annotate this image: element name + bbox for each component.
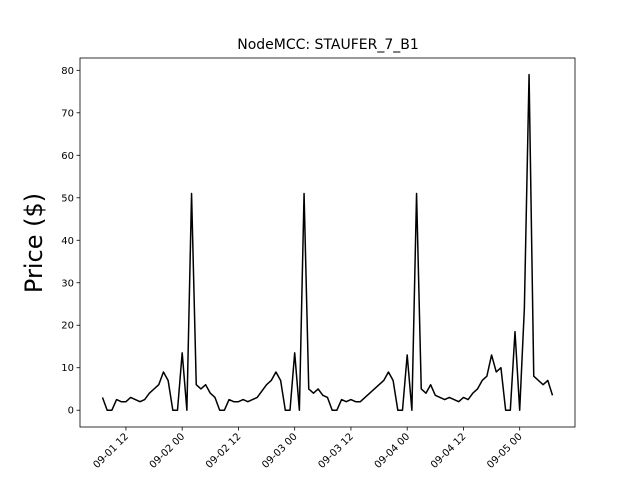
y-tick-label: 10 [61, 363, 74, 374]
y-tick-label: 70 [61, 108, 74, 119]
y-tick-label: 50 [61, 193, 74, 204]
chart-title: NodeMCC: STAUFER_7_B1 [237, 37, 419, 53]
y-tick-label: 30 [61, 278, 74, 289]
y-tick-label: 0 [68, 406, 74, 417]
y-axis-label: Price ($) [20, 193, 48, 293]
x-tick-label: 09-02 12 [204, 431, 244, 471]
y-tick-label: 80 [61, 66, 74, 77]
y-tick-label: 60 [61, 151, 74, 162]
x-tick-label: 09-04 12 [429, 431, 469, 471]
x-tick-label: 09-01 12 [91, 431, 131, 471]
y-tick-label: 20 [61, 321, 74, 332]
x-tick-label: 09-05 00 [485, 431, 525, 471]
y-tick-label: 40 [61, 236, 74, 247]
x-tick-label: 09-04 00 [373, 431, 413, 471]
price-line [101, 73, 554, 411]
x-tick-label: 09-03 00 [260, 431, 300, 471]
x-tick-label: 09-03 12 [316, 431, 356, 471]
plot-frame [79, 57, 576, 428]
x-tick-label: 09-02 00 [148, 431, 188, 471]
